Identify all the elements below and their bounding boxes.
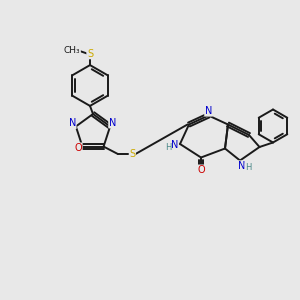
Text: CH₃: CH₃ bbox=[64, 46, 80, 55]
Text: N: N bbox=[109, 118, 116, 128]
Text: O: O bbox=[197, 165, 205, 175]
Text: N: N bbox=[69, 118, 76, 128]
Text: N: N bbox=[205, 106, 212, 116]
Text: S: S bbox=[129, 149, 135, 159]
Text: S: S bbox=[87, 49, 93, 59]
Text: N: N bbox=[238, 161, 245, 171]
Text: H: H bbox=[245, 164, 252, 172]
Text: H: H bbox=[165, 143, 171, 152]
Text: N: N bbox=[171, 140, 178, 151]
Text: O: O bbox=[74, 143, 82, 153]
